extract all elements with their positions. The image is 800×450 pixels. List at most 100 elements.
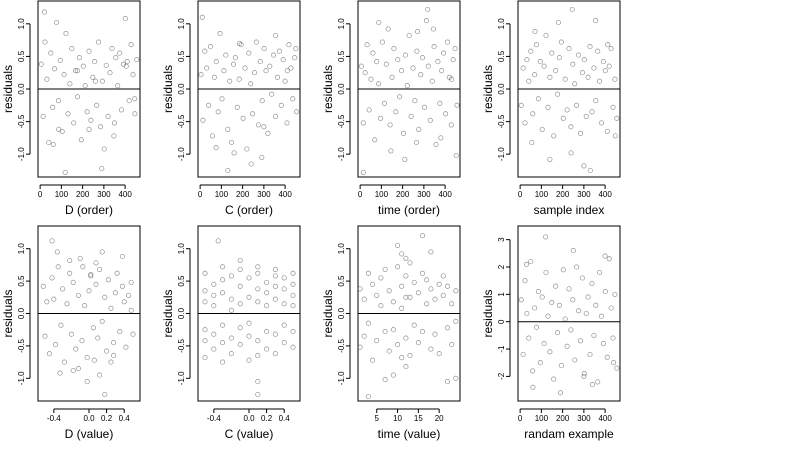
data-point — [246, 333, 252, 339]
data-point — [570, 61, 576, 67]
data-point — [581, 163, 587, 169]
data-point — [130, 72, 136, 78]
data-point — [440, 273, 446, 279]
data-point — [132, 111, 138, 117]
data-point — [79, 338, 85, 344]
data-point — [418, 72, 424, 78]
x-tick-label: 0.4 — [279, 414, 291, 423]
data-point — [257, 59, 263, 65]
data-point — [453, 375, 459, 381]
data-point — [360, 120, 366, 126]
data-point — [593, 18, 599, 24]
data-point — [88, 272, 94, 278]
data-point — [535, 289, 541, 295]
data-point — [269, 91, 275, 97]
y-tick-label: 0.0 — [337, 83, 346, 95]
data-point — [281, 275, 287, 281]
data-point — [67, 257, 73, 263]
data-point — [606, 63, 612, 69]
data-point — [378, 275, 384, 281]
data-point — [84, 355, 90, 361]
data-point — [128, 279, 134, 285]
data-point — [390, 327, 396, 333]
y-tick-label: -1.0 — [17, 371, 26, 385]
data-point — [92, 59, 98, 65]
data-point — [88, 273, 94, 279]
y-tick-label: -1.0 — [497, 147, 506, 161]
data-point — [518, 297, 524, 303]
data-point — [403, 255, 409, 261]
x-tick-label: 300 — [97, 190, 111, 199]
data-point — [128, 307, 134, 313]
data-point — [211, 303, 217, 309]
data-point — [406, 32, 412, 39]
data-point — [51, 296, 57, 302]
data-point — [220, 340, 226, 346]
y-tick-label: 2 — [497, 264, 506, 269]
data-point — [272, 331, 278, 337]
data-point — [583, 113, 589, 119]
data-point — [403, 335, 409, 341]
data-point — [454, 102, 460, 108]
data-point — [604, 128, 610, 134]
data-point — [255, 122, 261, 128]
data-point — [211, 74, 217, 80]
data-point — [263, 68, 269, 74]
data-point — [570, 297, 576, 303]
x-tick-label: 200 — [396, 190, 410, 199]
data-point — [69, 46, 75, 52]
data-point — [61, 72, 67, 78]
data-point — [555, 19, 561, 26]
data-point — [111, 340, 117, 346]
data-point — [428, 346, 434, 352]
data-point — [103, 62, 109, 69]
data-point — [411, 322, 417, 328]
data-point — [231, 150, 237, 156]
y-axis-label: residuals — [321, 289, 335, 337]
data-point — [40, 283, 46, 289]
data-point — [76, 55, 82, 61]
data-point — [556, 55, 562, 61]
x-tick-label: 100 — [535, 414, 549, 423]
data-point — [221, 68, 227, 74]
data-point — [526, 78, 532, 84]
data-point — [593, 98, 599, 104]
data-point — [265, 130, 271, 136]
data-point — [577, 338, 584, 344]
data-point — [202, 48, 208, 54]
data-point — [421, 104, 428, 110]
data-point — [551, 133, 557, 139]
y-tick-label: -1.0 — [337, 147, 346, 161]
data-point — [55, 264, 61, 270]
y-tick-label: -0.5 — [17, 338, 26, 352]
data-point — [570, 248, 576, 254]
data-point — [549, 300, 555, 306]
y-tick-label: 0 — [497, 319, 506, 324]
data-point — [532, 305, 538, 311]
data-point — [73, 68, 79, 74]
x-axis-label: C (order) — [225, 203, 273, 217]
data-point — [587, 44, 593, 50]
y-tick-label: 0.0 — [497, 83, 506, 95]
data-point — [420, 55, 426, 61]
data-point — [255, 286, 261, 292]
data-point — [57, 370, 63, 376]
data-point — [65, 111, 71, 117]
data-point — [255, 264, 261, 270]
data-point — [522, 120, 528, 126]
y-tick-label: -1 — [497, 345, 506, 353]
data-point — [93, 281, 99, 287]
data-point — [376, 81, 382, 87]
data-point — [560, 267, 566, 273]
y-tick-label: 1.0 — [337, 18, 346, 30]
data-point — [246, 275, 252, 281]
data-point — [202, 338, 208, 344]
data-point — [576, 52, 582, 58]
y-axis-label: residuals — [321, 65, 335, 113]
data-point — [272, 296, 278, 302]
data-point — [272, 351, 278, 357]
data-point — [50, 104, 56, 110]
data-point — [547, 156, 553, 162]
data-point — [202, 327, 208, 333]
